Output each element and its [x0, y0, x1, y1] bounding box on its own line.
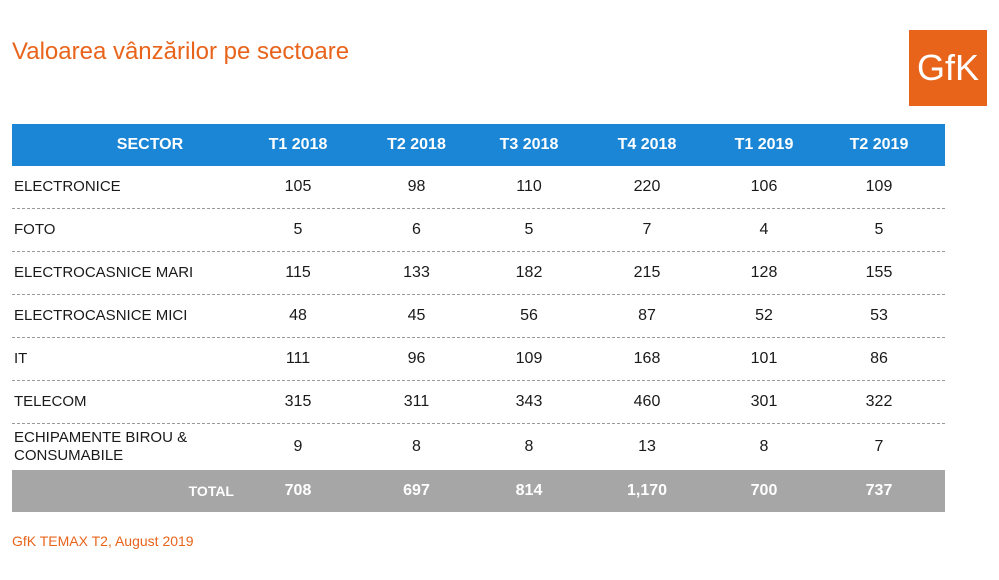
row-value: 13 — [638, 438, 656, 455]
row-value: 96 — [407, 350, 426, 367]
page-title: Valoarea vânzărilor pe sectoare — [12, 38, 350, 65]
row-sector-line2: CONSUMABILE — [14, 447, 124, 464]
header-sector: SECTOR — [116, 136, 184, 153]
table-row: ELECTRONICE 105 98 110 220 106 109 — [12, 166, 945, 209]
row-value: 45 — [407, 307, 426, 324]
total-value: 814 — [515, 482, 543, 499]
row-value: 182 — [515, 264, 543, 281]
row-value: 87 — [638, 307, 656, 324]
total-label: TOTAL — [188, 483, 234, 499]
row-sector: FOTO — [14, 221, 56, 238]
table-row: ELECTROCASNICE MARI 115 133 182 215 128 … — [12, 252, 945, 295]
row-value: 7 — [642, 221, 652, 238]
sales-table: SECTOR T1 2018 T2 2018 T3 2018 T4 2018 T… — [12, 124, 945, 512]
total-value: 737 — [865, 482, 893, 499]
total-value: 1,170 — [626, 482, 668, 499]
table-row: FOTO 5 6 5 7 4 5 — [12, 209, 945, 252]
row-value: 9 — [293, 438, 303, 455]
table-header: SECTOR T1 2018 T2 2018 T3 2018 T4 2018 T… — [12, 124, 945, 166]
row-sector-line1: ECHIPAMENTE BIROU & — [14, 429, 188, 446]
source-note: GfK TEMAX T2, August 2019 — [12, 533, 194, 549]
table-row: TELECOM 315 311 343 460 301 322 — [12, 381, 945, 424]
logo-text: GfK — [916, 47, 979, 88]
row-value: 460 — [633, 393, 661, 410]
row-value: 315 — [284, 393, 312, 410]
total-value: 700 — [750, 482, 778, 499]
row-value: 7 — [874, 438, 884, 455]
row-value: 8 — [524, 438, 534, 455]
row-value: 109 — [865, 178, 893, 195]
total-value: 708 — [284, 482, 312, 499]
header-t3-2018: T3 2018 — [499, 136, 559, 153]
total-row: TOTAL 708 697 814 1,170 700 737 — [12, 470, 945, 512]
row-sector: IT — [14, 350, 28, 367]
row-value: 5 — [293, 221, 303, 238]
row-value: 133 — [403, 264, 430, 281]
row-value: 110 — [516, 178, 542, 195]
table-row: ECHIPAMENTE BIROU & CONSUMABILE 9 8 8 13… — [12, 424, 945, 470]
row-value: 115 — [285, 264, 311, 281]
row-value: 6 — [412, 221, 421, 238]
row-value: 101 — [750, 350, 778, 367]
row-value: 8 — [412, 438, 421, 455]
row-sector: ELECTROCASNICE MICI — [14, 307, 188, 324]
header-t1-2018: T1 2018 — [268, 136, 328, 153]
row-value: 109 — [515, 350, 543, 367]
table-row: ELECTROCASNICE MICI 48 45 56 87 52 53 — [12, 295, 945, 338]
row-value: 86 — [870, 350, 888, 367]
row-sector: ELECTROCASNICE MARI — [14, 264, 194, 281]
total-value: 697 — [403, 482, 430, 499]
row-value: 56 — [520, 307, 538, 324]
header-t4-2018: T4 2018 — [617, 136, 677, 153]
row-value: 5 — [874, 221, 884, 238]
row-value: 311 — [403, 393, 430, 410]
row-value: 215 — [633, 264, 661, 281]
row-value: 53 — [870, 307, 888, 324]
header-t2-2018: T2 2018 — [387, 136, 446, 153]
row-value: 48 — [289, 307, 307, 324]
row-value: 52 — [755, 307, 773, 324]
row-value: 98 — [407, 178, 426, 195]
row-value: 322 — [865, 393, 893, 410]
row-value: 105 — [284, 178, 312, 195]
header-t1-2019: T1 2019 — [734, 136, 794, 153]
row-value: 8 — [759, 438, 769, 455]
row-value: 155 — [865, 264, 893, 281]
row-value: 4 — [759, 221, 769, 238]
table-row: IT 111 96 109 168 101 86 — [12, 338, 945, 381]
row-value: 111 — [285, 350, 311, 367]
gfk-logo: GfK — [909, 30, 987, 106]
row-value: 220 — [633, 178, 661, 195]
row-sector: ECHIPAMENTE BIROU & CONSUMABILE — [12, 429, 242, 465]
row-value: 106 — [750, 178, 778, 195]
row-sector: ELECTRONICE — [14, 178, 121, 195]
row-value: 128 — [750, 264, 778, 281]
row-value: 5 — [524, 221, 534, 238]
row-value: 168 — [633, 350, 661, 367]
row-sector: TELECOM — [14, 393, 87, 410]
header-t2-2019: T2 2019 — [849, 136, 909, 153]
row-value: 301 — [750, 393, 778, 410]
row-value: 343 — [515, 393, 543, 410]
